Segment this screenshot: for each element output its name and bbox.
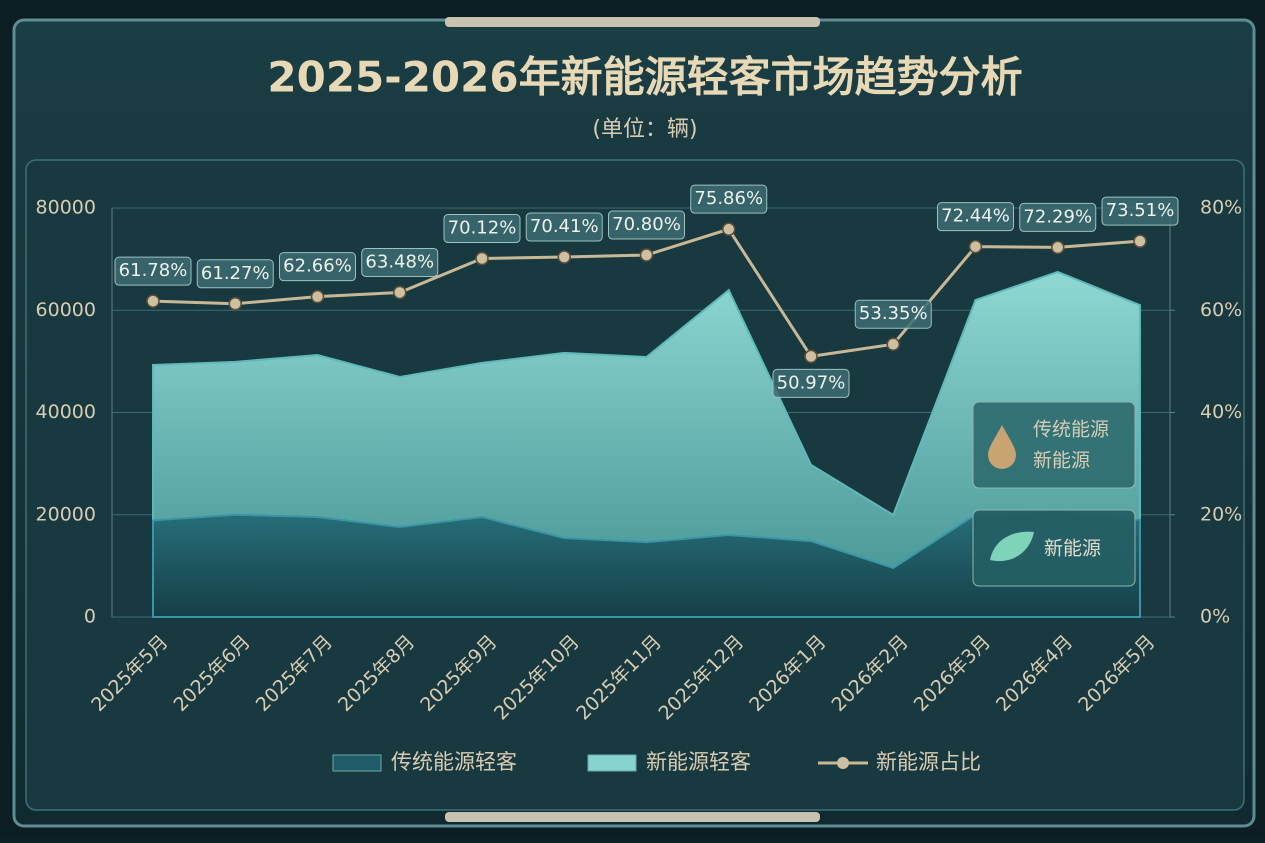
badge-text: 新能源 bbox=[1044, 538, 1101, 560]
value-label: 72.44% bbox=[941, 206, 1010, 227]
frame-accent bbox=[445, 812, 820, 822]
badge-box bbox=[972, 401, 1136, 489]
share-point bbox=[804, 349, 818, 364]
value-label: 70.12% bbox=[448, 218, 517, 239]
badge-box bbox=[972, 509, 1136, 587]
y2-tick-label: 60% bbox=[1200, 299, 1242, 321]
legend-label: 传统能源轻客 bbox=[391, 750, 517, 774]
legend-marker bbox=[837, 757, 849, 769]
value-label: 75.86% bbox=[694, 188, 763, 209]
value-label: 72.29% bbox=[1023, 206, 1092, 227]
y-tick-label: 20000 bbox=[36, 503, 96, 525]
share-point bbox=[146, 294, 160, 308]
share-point bbox=[1051, 240, 1065, 255]
value-label-box bbox=[608, 210, 685, 240]
y-tick-label: 80000 bbox=[36, 197, 96, 219]
y2-tick-label: 0% bbox=[1200, 606, 1230, 628]
value-label-box bbox=[279, 252, 356, 282]
y2-tick-label: 80% bbox=[1200, 197, 1242, 219]
frame-accent bbox=[445, 17, 820, 27]
legend-swatch bbox=[332, 754, 382, 772]
badge: 传统能源 新能源 bbox=[972, 401, 1136, 489]
chart-title: 2025-2026年新能源轻客市场趋势分析 bbox=[267, 53, 1022, 102]
value-label: 63.48% bbox=[365, 251, 434, 272]
value-label-box bbox=[854, 299, 932, 329]
legend-swatch bbox=[587, 754, 637, 772]
value-label-box bbox=[690, 184, 768, 214]
share-point bbox=[310, 289, 325, 304]
badge: 新能源 bbox=[972, 509, 1136, 587]
legend: 传统能源轻客 新能源轻客 新能源占比 bbox=[332, 750, 981, 774]
value-label: 62.66% bbox=[283, 256, 352, 277]
value-label-box bbox=[937, 202, 1014, 232]
value-label-box bbox=[1019, 202, 1097, 232]
badge-text: 新能源 bbox=[1033, 450, 1090, 472]
share-point bbox=[1133, 234, 1147, 248]
value-label: 53.35% bbox=[859, 303, 928, 324]
share-point bbox=[968, 239, 983, 254]
share-point bbox=[393, 285, 407, 300]
y-tick-label: 0 bbox=[84, 606, 96, 628]
legend-label: 新能源占比 bbox=[876, 750, 981, 774]
badge-icon bbox=[990, 531, 1034, 562]
value-label-box bbox=[525, 212, 603, 242]
value-label-box bbox=[361, 247, 439, 277]
badge-text: 传统能源 bbox=[1033, 419, 1109, 441]
value-label: 73.51% bbox=[1106, 200, 1175, 221]
value-label: 61.78% bbox=[119, 260, 188, 281]
share-point bbox=[722, 222, 736, 236]
y-tick-label: 60000 bbox=[36, 299, 96, 321]
share-point bbox=[228, 297, 242, 311]
value-label-box bbox=[196, 259, 274, 289]
chart-subtitle: (单位：辆) bbox=[592, 117, 697, 142]
share-point bbox=[557, 250, 571, 264]
legend-label: 新能源轻客 bbox=[646, 750, 751, 774]
value-label: 50.97% bbox=[777, 372, 846, 393]
value-label-box bbox=[772, 368, 850, 398]
y-tick-label: 40000 bbox=[36, 401, 96, 423]
share-point bbox=[639, 248, 654, 262]
value-label: 70.41% bbox=[530, 216, 599, 237]
badge-icon bbox=[988, 425, 1016, 469]
share-point bbox=[886, 337, 900, 351]
area-traditional bbox=[152, 509, 1141, 618]
value-label-box bbox=[114, 256, 192, 286]
y2-tick-label: 20% bbox=[1200, 503, 1242, 525]
y2-tick-label: 40% bbox=[1200, 401, 1242, 423]
value-label: 70.80% bbox=[612, 214, 681, 235]
value-label-box bbox=[443, 214, 521, 244]
value-label: 61.27% bbox=[201, 263, 270, 284]
value-label-box bbox=[1101, 196, 1179, 226]
share-point bbox=[475, 251, 489, 266]
